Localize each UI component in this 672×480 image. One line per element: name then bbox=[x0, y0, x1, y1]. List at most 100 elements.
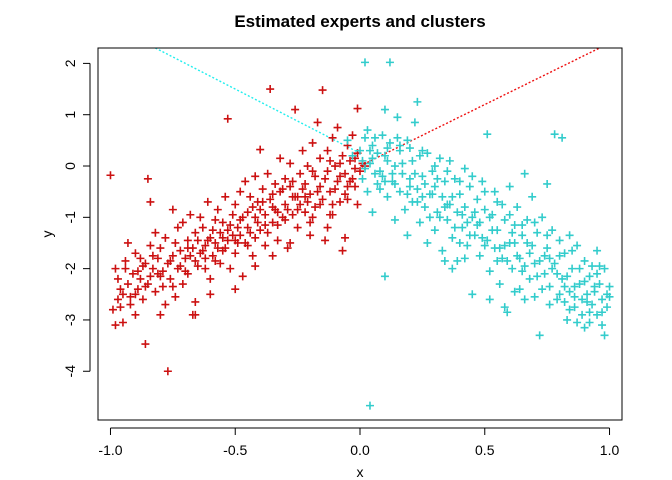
data-point bbox=[388, 169, 397, 178]
plot-frame bbox=[97, 47, 623, 421]
data-point bbox=[550, 259, 559, 268]
data-point bbox=[555, 236, 564, 245]
data-point bbox=[138, 262, 147, 271]
data-point bbox=[588, 300, 597, 309]
data-point bbox=[146, 241, 155, 250]
data-point bbox=[341, 169, 350, 178]
data-point bbox=[166, 274, 175, 283]
data-point bbox=[303, 197, 312, 206]
data-point bbox=[480, 241, 489, 250]
data-point bbox=[460, 203, 469, 212]
data-point bbox=[118, 318, 127, 327]
data-point bbox=[263, 169, 272, 178]
data-point bbox=[375, 185, 384, 194]
data-point bbox=[580, 277, 589, 286]
data-point bbox=[258, 197, 267, 206]
data-point bbox=[266, 85, 275, 94]
data-point bbox=[518, 267, 527, 276]
data-point bbox=[448, 233, 457, 242]
data-point bbox=[488, 226, 497, 235]
data-point bbox=[580, 256, 589, 265]
data-point bbox=[460, 164, 469, 173]
data-point bbox=[360, 164, 369, 173]
data-point bbox=[533, 228, 542, 237]
data-point bbox=[440, 256, 449, 265]
data-point bbox=[236, 187, 245, 196]
data-point bbox=[573, 318, 582, 327]
data-point bbox=[410, 118, 419, 127]
data-point bbox=[515, 254, 524, 263]
data-point bbox=[271, 179, 280, 188]
data-point bbox=[333, 123, 342, 132]
data-point bbox=[495, 280, 504, 289]
data-point bbox=[380, 105, 389, 114]
data-point bbox=[483, 130, 492, 139]
data-point bbox=[478, 177, 487, 186]
data-point bbox=[251, 172, 260, 181]
data-point bbox=[336, 159, 345, 168]
data-point bbox=[528, 241, 537, 250]
data-point bbox=[323, 167, 332, 176]
data-point bbox=[370, 169, 379, 178]
data-point bbox=[308, 138, 317, 147]
data-point bbox=[483, 236, 492, 245]
data-point bbox=[365, 159, 374, 168]
data-point bbox=[380, 177, 389, 186]
data-point bbox=[331, 185, 340, 194]
data-point bbox=[520, 295, 529, 304]
data-point bbox=[418, 192, 427, 201]
data-point bbox=[468, 290, 477, 299]
data-point bbox=[500, 303, 509, 312]
data-point bbox=[231, 200, 240, 209]
y-tick-label: 1 bbox=[62, 111, 78, 119]
data-point bbox=[503, 308, 512, 317]
data-point bbox=[151, 287, 160, 296]
data-point bbox=[341, 233, 350, 242]
data-point bbox=[236, 231, 245, 240]
data-point bbox=[373, 149, 382, 158]
data-point bbox=[433, 174, 442, 183]
data-point bbox=[216, 259, 225, 268]
data-point bbox=[311, 203, 320, 212]
data-point bbox=[341, 190, 350, 199]
data-point bbox=[598, 321, 607, 330]
y-tick-label: 0 bbox=[62, 162, 78, 170]
x-axis: -1.0 -0.5 0.0 0.5 1.0 bbox=[98, 427, 619, 458]
data-point bbox=[316, 182, 325, 191]
data-point bbox=[363, 187, 372, 196]
data-point bbox=[405, 182, 414, 191]
x-tick-label: -1.0 bbox=[98, 442, 122, 458]
data-point bbox=[148, 251, 157, 260]
data-point bbox=[203, 197, 212, 206]
data-point bbox=[593, 246, 602, 255]
data-point bbox=[231, 236, 240, 245]
data-point bbox=[256, 145, 265, 154]
data-point bbox=[508, 228, 517, 237]
data-point bbox=[585, 272, 594, 281]
data-point bbox=[585, 318, 594, 327]
data-point bbox=[111, 264, 120, 273]
data-point bbox=[266, 195, 275, 204]
expert-line bbox=[359, 48, 600, 167]
data-point bbox=[156, 272, 165, 281]
data-point bbox=[395, 141, 404, 150]
data-point bbox=[356, 167, 364, 176]
data-point bbox=[158, 267, 167, 276]
data-point bbox=[231, 285, 240, 294]
data-point bbox=[316, 200, 325, 209]
data-point bbox=[313, 187, 322, 196]
data-point bbox=[390, 179, 399, 188]
y-tick-label: -3 bbox=[62, 314, 78, 327]
data-point bbox=[201, 241, 210, 250]
data-point bbox=[455, 177, 464, 186]
data-point bbox=[518, 221, 527, 230]
data-point bbox=[321, 174, 330, 183]
data-point bbox=[568, 264, 577, 273]
data-point bbox=[113, 295, 122, 304]
data-point bbox=[478, 233, 487, 242]
data-point bbox=[590, 282, 599, 291]
data-point bbox=[430, 226, 439, 235]
data-point bbox=[158, 282, 167, 291]
data-point bbox=[370, 133, 379, 142]
data-point bbox=[510, 238, 519, 247]
